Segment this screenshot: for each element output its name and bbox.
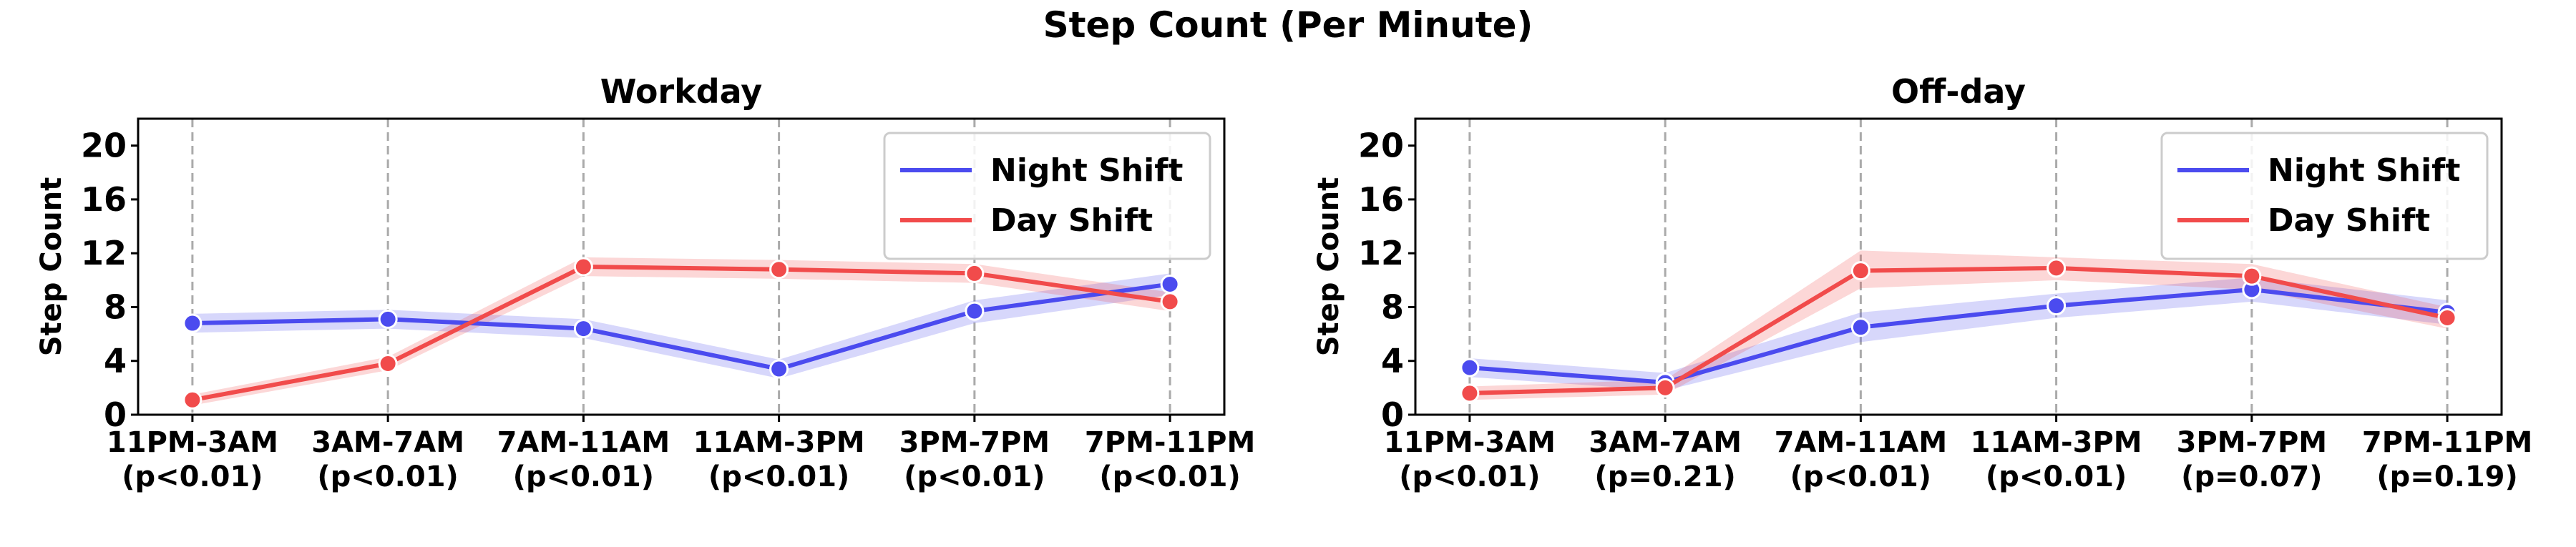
legend-label-night-shift: Night Shift — [990, 152, 1183, 189]
day-shift-ci-band — [1469, 250, 2448, 400]
night-shift-line — [1469, 287, 2448, 385]
night-shift-point — [573, 319, 593, 339]
night-shift-line — [192, 282, 1171, 372]
x-tick-label: 11AM-3PM — [693, 426, 865, 459]
x-tick-pvalue: (p<0.01) — [904, 460, 1045, 493]
x-tick-label: 3AM-7AM — [311, 426, 464, 459]
y-tick-label: 4 — [104, 342, 127, 380]
x-tick-pvalue: (p<0.01) — [1399, 460, 1540, 493]
night-shift-point — [1460, 358, 1480, 378]
x-tick-pvalue: (p<0.01) — [317, 460, 458, 493]
day-shift-point — [1850, 261, 1870, 281]
x-tick-label: 11AM-3PM — [1971, 426, 2142, 459]
x-tick-label: 7PM-11PM — [1085, 426, 1255, 459]
axes-frame — [1414, 117, 2503, 416]
day-shift-point — [378, 353, 398, 373]
x-tick-pvalue: (p<0.01) — [513, 460, 654, 493]
night-shift-point — [1160, 274, 1180, 294]
x-tick-label: 7AM-11AM — [497, 426, 670, 459]
y-axis-label: Step Count — [35, 177, 68, 357]
day-shift-point — [573, 257, 593, 277]
x-tick-label: 7AM-11AM — [1775, 426, 1948, 459]
x-tick-label: 7PM-11PM — [2362, 426, 2532, 459]
x-tick-label: 3PM-7PM — [2177, 426, 2328, 459]
night-shift-point — [1850, 317, 1870, 337]
day-shift-point — [1160, 292, 1180, 312]
y-tick-label: 16 — [1358, 180, 1404, 219]
x-tick-pvalue: (p<0.01) — [1986, 460, 2127, 493]
x-tick-label: 3PM-7PM — [899, 426, 1050, 459]
night-shift-point — [769, 359, 789, 379]
night-shift-point — [965, 301, 985, 321]
panel-title: Off-day — [1891, 72, 2026, 111]
legend-box — [883, 132, 1211, 260]
y-axis-label: Step Count — [1312, 177, 1345, 357]
night-shift-point — [378, 309, 398, 329]
axes-frame — [137, 117, 1226, 416]
day-shift-point — [769, 260, 789, 280]
day-shift-line — [1469, 265, 2448, 395]
night-shift-ci-band — [1469, 277, 2448, 391]
panel-title: Workday — [600, 72, 763, 111]
day-shift-point — [2437, 308, 2457, 328]
day-shift-point — [965, 263, 985, 283]
x-tick-pvalue: (p=0.21) — [1594, 460, 1735, 493]
x-tick-pvalue: (p=0.19) — [2376, 460, 2517, 493]
day-shift-point — [1460, 383, 1480, 403]
legend-label-day-shift: Day Shift — [2268, 202, 2430, 239]
y-tick-label: 16 — [81, 180, 127, 219]
y-tick-label: 20 — [1358, 127, 1404, 165]
y-tick-label: 4 — [1381, 342, 1404, 380]
y-tick-label: 12 — [81, 234, 127, 272]
legend-label-day-shift: Day Shift — [990, 202, 1153, 239]
day-shift-point — [2242, 266, 2262, 286]
y-tick-label: 8 — [1381, 287, 1404, 326]
y-tick-label: 0 — [1381, 395, 1404, 434]
legend-label-night-shift: Night Shift — [2268, 152, 2460, 189]
day-shift-line — [192, 265, 1171, 403]
y-tick-label: 12 — [1358, 234, 1404, 272]
x-tick-pvalue: (p=0.07) — [2181, 460, 2322, 493]
night-shift-point — [2046, 296, 2067, 316]
x-tick-pvalue: (p<0.01) — [1099, 460, 1240, 493]
day-shift-point — [182, 390, 203, 410]
x-tick-label: 3AM-7AM — [1589, 426, 1742, 459]
day-shift-point — [1655, 378, 1675, 398]
y-tick-label: 20 — [81, 127, 127, 165]
x-tick-label: 11PM-3AM — [107, 426, 278, 459]
x-tick-label: 11PM-3AM — [1384, 426, 1556, 459]
y-tick-label: 8 — [104, 287, 127, 326]
night-shift-point — [182, 313, 203, 333]
x-tick-pvalue: (p<0.01) — [1790, 460, 1931, 493]
x-tick-pvalue: (p<0.01) — [122, 460, 263, 493]
legend-box — [2160, 132, 2489, 260]
day-shift-point — [2046, 258, 2067, 278]
x-tick-pvalue: (p<0.01) — [708, 460, 849, 493]
y-tick-label: 0 — [104, 395, 127, 434]
figure-title: Step Count (Per Minute) — [1043, 4, 1533, 46]
